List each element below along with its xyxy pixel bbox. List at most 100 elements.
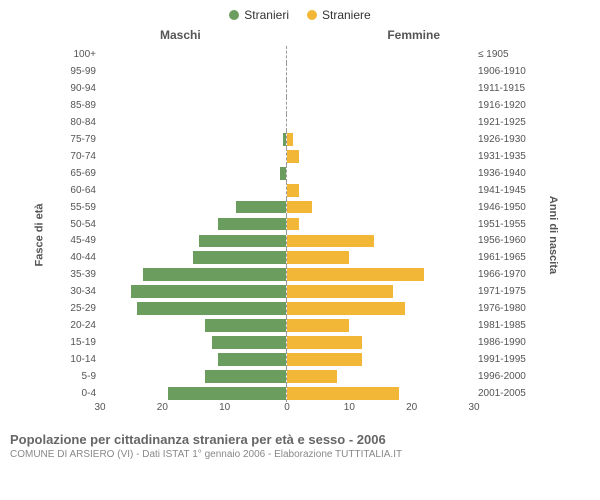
bar-male bbox=[218, 353, 286, 366]
half-female bbox=[287, 199, 474, 216]
bar-male bbox=[205, 370, 286, 383]
half-male bbox=[100, 131, 287, 148]
birth-label: 1941-1945 bbox=[474, 185, 530, 196]
bars bbox=[100, 148, 474, 165]
bar-female bbox=[287, 387, 399, 400]
half-female bbox=[287, 114, 474, 131]
bars bbox=[100, 63, 474, 80]
bar-male bbox=[131, 285, 286, 298]
birth-label: 1986-1990 bbox=[474, 337, 530, 348]
half-male bbox=[100, 232, 287, 249]
age-label: 25-29 bbox=[64, 303, 100, 314]
pyramid-row: 50-541951-1955 bbox=[64, 216, 530, 233]
half-female bbox=[287, 351, 474, 368]
birth-label: 2001-2005 bbox=[474, 388, 530, 399]
x-ticks: 3020100102030 bbox=[100, 402, 474, 424]
legend: Stranieri Straniere bbox=[10, 8, 590, 22]
bars bbox=[100, 232, 474, 249]
bars bbox=[100, 97, 474, 114]
pyramid-row: 85-891916-1920 bbox=[64, 97, 530, 114]
half-female bbox=[287, 249, 474, 266]
bar-male bbox=[137, 302, 286, 315]
half-male bbox=[100, 385, 287, 402]
bars bbox=[100, 165, 474, 182]
pyramid-row: 70-741931-1935 bbox=[64, 148, 530, 165]
age-label: 70-74 bbox=[64, 151, 100, 162]
bars bbox=[100, 131, 474, 148]
pyramid-row: 100+≤ 1905 bbox=[64, 46, 530, 63]
bar-female bbox=[287, 184, 299, 197]
half-male bbox=[100, 368, 287, 385]
population-pyramid-chart: Stranieri Straniere Maschi Femmine Fasce… bbox=[0, 0, 600, 500]
half-male bbox=[100, 80, 287, 97]
bar-female bbox=[287, 218, 299, 231]
x-tick: 20 bbox=[157, 402, 168, 413]
birth-label: 1926-1930 bbox=[474, 134, 530, 145]
bars bbox=[100, 385, 474, 402]
bars bbox=[100, 216, 474, 233]
bar-male bbox=[205, 319, 286, 332]
half-male bbox=[100, 114, 287, 131]
pyramid-row: 35-391966-1970 bbox=[64, 266, 530, 283]
half-female bbox=[287, 80, 474, 97]
half-female bbox=[287, 334, 474, 351]
age-label: 5-9 bbox=[64, 371, 100, 382]
birth-label: 1921-1925 bbox=[474, 117, 530, 128]
legend-item-female: Straniere bbox=[307, 8, 371, 22]
age-label: 90-94 bbox=[64, 83, 100, 94]
half-female bbox=[287, 63, 474, 80]
pyramid-row: 15-19 1986-1990 bbox=[64, 334, 530, 351]
bar-male bbox=[143, 268, 286, 281]
plot-area: Fasce di età Anni di nascita 100+≤ 19059… bbox=[10, 46, 590, 424]
half-female bbox=[287, 385, 474, 402]
half-male bbox=[100, 148, 287, 165]
bars bbox=[100, 46, 474, 63]
half-male bbox=[100, 249, 287, 266]
bar-female bbox=[287, 285, 393, 298]
pyramid-row: 60-641941-1945 bbox=[64, 182, 530, 199]
bar-female bbox=[287, 133, 293, 146]
age-label: 65-69 bbox=[64, 168, 100, 179]
pyramid-row: 95-99 1906-1910 bbox=[64, 63, 530, 80]
half-female bbox=[287, 148, 474, 165]
half-female bbox=[287, 317, 474, 334]
birth-label: 1936-1940 bbox=[474, 168, 530, 179]
half-female bbox=[287, 266, 474, 283]
age-label: 0-4 bbox=[64, 388, 100, 399]
half-female bbox=[287, 46, 474, 63]
bars bbox=[100, 114, 474, 131]
bars bbox=[100, 266, 474, 283]
age-label: 15-19 bbox=[64, 337, 100, 348]
pyramid-row: 0-4 2001-2005 bbox=[64, 385, 530, 402]
bar-male bbox=[283, 133, 286, 146]
pyramid-row: 90-941911-1915 bbox=[64, 80, 530, 97]
half-male bbox=[100, 199, 287, 216]
bars bbox=[100, 283, 474, 300]
age-label: 80-84 bbox=[64, 117, 100, 128]
bars bbox=[100, 317, 474, 334]
header-male: Maschi bbox=[160, 28, 201, 42]
bar-female bbox=[287, 235, 374, 248]
half-female bbox=[287, 368, 474, 385]
pyramid-row: 10-141991-1995 bbox=[64, 351, 530, 368]
legend-label-female: Straniere bbox=[322, 8, 371, 22]
bar-female bbox=[287, 268, 424, 281]
birth-label: 1946-1950 bbox=[474, 202, 530, 213]
half-male bbox=[100, 216, 287, 233]
age-label: 20-24 bbox=[64, 320, 100, 331]
age-label: 95-99 bbox=[64, 66, 100, 77]
bar-male bbox=[193, 251, 286, 264]
birth-label: 1991-1995 bbox=[474, 354, 530, 365]
swatch-male bbox=[229, 10, 239, 20]
birth-label: 1906-1910 bbox=[474, 66, 530, 77]
age-label: 35-39 bbox=[64, 269, 100, 280]
birth-label: ≤ 1905 bbox=[474, 49, 530, 60]
age-label: 30-34 bbox=[64, 286, 100, 297]
bar-female bbox=[287, 353, 362, 366]
swatch-female bbox=[307, 10, 317, 20]
pyramid-row: 55-591946-1950 bbox=[64, 199, 530, 216]
bar-female bbox=[287, 336, 362, 349]
half-female bbox=[287, 232, 474, 249]
half-male bbox=[100, 97, 287, 114]
bars bbox=[100, 368, 474, 385]
